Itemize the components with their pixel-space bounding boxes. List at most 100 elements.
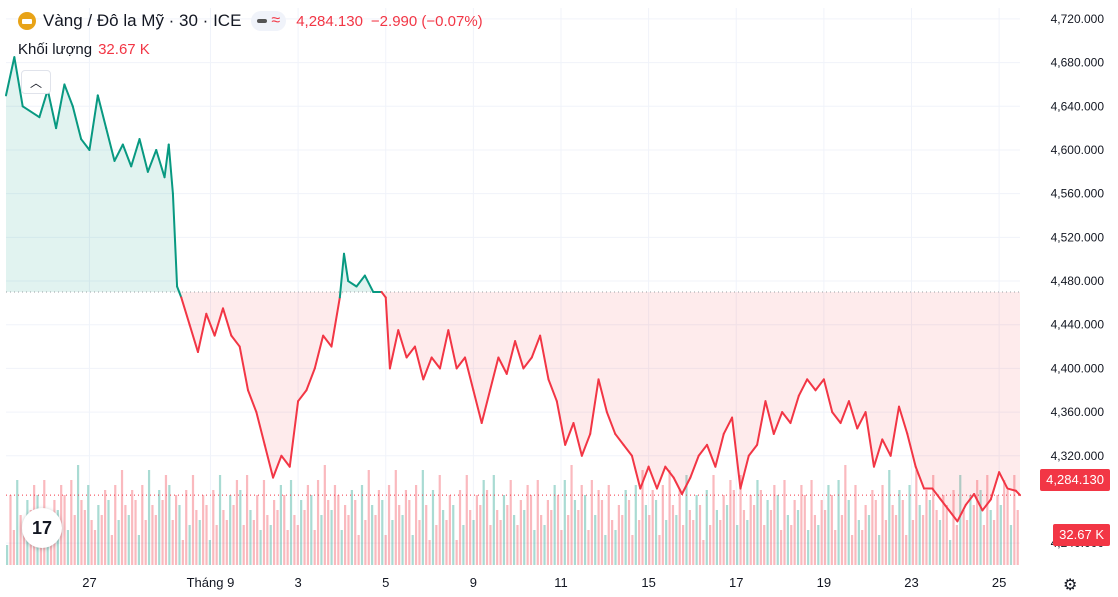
volume-bar xyxy=(766,500,769,565)
volume-bar xyxy=(489,525,492,565)
volume-bar xyxy=(289,480,293,565)
volume-bar xyxy=(306,485,310,565)
volume-bar xyxy=(698,505,702,565)
volume-bar xyxy=(313,530,316,565)
volume-bar xyxy=(316,480,320,565)
volume-bar xyxy=(715,510,718,565)
volume-bar xyxy=(925,490,928,565)
volume-bar xyxy=(448,495,451,565)
y-tick-label: 4,360.000 xyxy=(1051,405,1105,419)
volume-bar xyxy=(763,525,766,565)
volume-bar xyxy=(245,475,249,565)
volume-bar xyxy=(786,515,789,565)
volume-bar xyxy=(901,500,904,565)
volume-bar xyxy=(661,485,664,565)
price-segment xyxy=(839,400,850,425)
volume-bar xyxy=(286,530,289,565)
price-segment xyxy=(221,307,233,337)
volume-bar xyxy=(124,505,127,565)
volume-bar xyxy=(536,480,539,565)
volume-bar xyxy=(769,510,773,565)
volume-bar xyxy=(773,485,776,565)
volume-bar xyxy=(303,510,306,565)
volume-bar xyxy=(604,535,607,565)
volume-bar xyxy=(384,535,387,565)
price-segment xyxy=(914,465,926,490)
volume-bar xyxy=(347,515,350,565)
price-segment xyxy=(384,296,391,370)
price-segment xyxy=(906,432,917,468)
volume-bar xyxy=(736,525,739,565)
volume-bar xyxy=(627,500,631,565)
y-tick-label: 4,560.000 xyxy=(1051,187,1105,201)
price-segment xyxy=(781,411,792,425)
volume-bar xyxy=(208,540,211,565)
volume-bar xyxy=(928,500,931,565)
chart-type-toggle[interactable]: ≈ xyxy=(251,11,287,31)
volume-bar xyxy=(830,495,833,565)
volume-bar xyxy=(367,470,370,565)
volume-bar xyxy=(543,525,546,565)
collapse-legend-button[interactable]: ︿ xyxy=(21,70,51,94)
volume-bar xyxy=(485,490,489,565)
volume-bar xyxy=(617,505,620,565)
volume-bar xyxy=(898,490,901,565)
price-segment xyxy=(55,83,66,130)
price-segment xyxy=(681,476,692,496)
price-segment xyxy=(130,138,141,168)
volume-bar xyxy=(817,525,820,565)
gold-coin-icon xyxy=(18,12,36,30)
volume-bar xyxy=(147,470,151,565)
volume-bar xyxy=(556,495,560,565)
x-tick-label: Tháng 9 xyxy=(187,575,235,590)
price-segment xyxy=(564,422,575,446)
volume-bar xyxy=(377,490,380,565)
volume-bar xyxy=(391,520,394,565)
volume-bar xyxy=(563,480,566,565)
volume-bar xyxy=(634,485,637,565)
volume-bar xyxy=(513,515,516,565)
volume-bar xyxy=(168,485,171,565)
volume-bar xyxy=(479,505,482,565)
volume-bar xyxy=(482,480,485,565)
line-style-icon xyxy=(257,19,268,23)
price-segment xyxy=(989,471,1001,501)
volume-bar xyxy=(259,530,262,565)
area-fill-above xyxy=(6,57,1020,292)
volume-bar xyxy=(73,515,76,565)
price-segment xyxy=(71,105,83,141)
chevron-up-icon: ︿ xyxy=(29,75,42,90)
price-segment xyxy=(80,138,91,151)
volume-bar xyxy=(894,515,898,565)
tradingview-logo-icon[interactable]: 17 xyxy=(22,508,62,548)
x-tick-label: 15 xyxy=(641,575,655,590)
volume-bar xyxy=(70,480,73,565)
symbol-title[interactable]: Vàng / Đô la Mỹ · 30 · ICE xyxy=(43,11,242,30)
price-segment xyxy=(46,88,58,130)
price-segment xyxy=(547,378,558,403)
settings-gear-icon[interactable]: ⚙ xyxy=(1063,577,1078,594)
volume-bar xyxy=(235,480,239,565)
volume-bar xyxy=(215,525,218,565)
volume-bar xyxy=(854,485,857,565)
volume-bar xyxy=(955,525,958,565)
volume-bar xyxy=(327,500,330,565)
volume-bar xyxy=(242,525,245,565)
volume-bar xyxy=(739,475,742,565)
price-segment xyxy=(764,400,775,435)
volume-bar xyxy=(252,520,255,565)
price-segment xyxy=(822,378,834,414)
volume-bar xyxy=(962,510,965,565)
price-segment xyxy=(572,422,583,457)
volume-bar xyxy=(881,485,884,565)
x-tick-label: 19 xyxy=(817,575,831,590)
price-segment xyxy=(430,356,441,370)
price-segment xyxy=(171,192,179,288)
volume-bar xyxy=(959,475,962,565)
price-segment xyxy=(38,88,49,119)
volume-bar xyxy=(401,515,404,565)
volume-bar xyxy=(340,530,343,565)
price-segment xyxy=(280,454,291,468)
volume-bar xyxy=(63,495,66,565)
